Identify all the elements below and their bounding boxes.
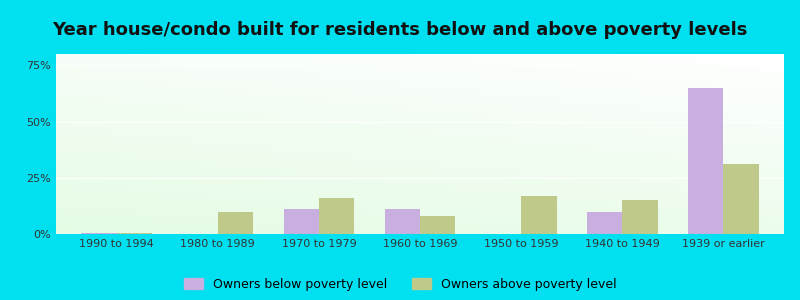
Bar <box>319 198 354 234</box>
Bar <box>385 209 420 234</box>
Bar <box>283 209 319 234</box>
Legend: Owners below poverty level, Owners above poverty level: Owners below poverty level, Owners above… <box>184 278 616 291</box>
Bar <box>622 200 658 234</box>
Bar <box>521 196 557 234</box>
Bar <box>117 233 152 234</box>
Bar <box>723 164 758 234</box>
Bar <box>688 88 723 234</box>
Bar <box>420 216 455 234</box>
Bar <box>587 212 622 234</box>
Text: Year house/condo built for residents below and above poverty levels: Year house/condo built for residents bel… <box>52 21 748 39</box>
Bar <box>218 212 253 234</box>
Bar <box>82 233 117 234</box>
